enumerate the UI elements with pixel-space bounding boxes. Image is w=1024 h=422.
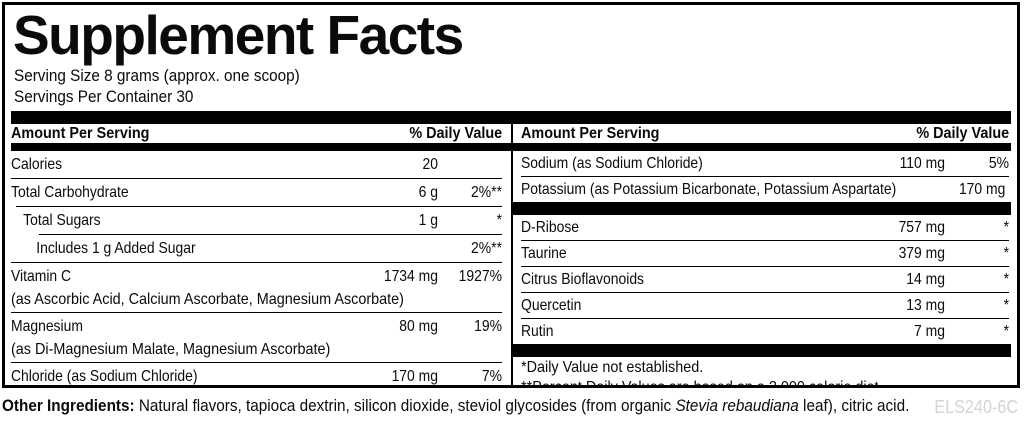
nutrient-amount: 13 mg: [906, 296, 945, 314]
table-row-sodium: Sodium (as Sodium Chloride) 110 mg 5%: [513, 151, 1017, 176]
footnote-daily-value: *Daily Value not established.: [521, 359, 704, 376]
row-separator: [11, 362, 502, 363]
divider-bar-top: [11, 111, 1011, 124]
nutrient-daily-value: *: [1003, 296, 1009, 314]
nutrient-daily-value: 2%**: [471, 183, 502, 201]
row-separator: [11, 178, 502, 179]
divider-bar-under-header: [11, 143, 1011, 151]
row-separator: [39, 234, 502, 235]
row-separator: [16, 206, 502, 207]
nutrient-name: Chloride (as Sodium Chloride): [11, 367, 198, 385]
other-ingredients: Other Ingredients: Natural flavors, tapi…: [2, 395, 1022, 417]
nutrient-daily-value: 5%: [988, 154, 1009, 172]
nutrient-daily-value: *: [496, 211, 502, 229]
row-separator: [521, 266, 1009, 267]
nutrient-amount: 80 mg: [399, 317, 438, 335]
amount-per-serving-header: Amount Per Serving: [11, 124, 150, 142]
column-header-right: Amount Per Serving % Daily Value: [511, 124, 1017, 143]
nutrient-amount: 1 g: [418, 211, 438, 229]
nutrient-source-note: (as Ascorbic Acid, Calcium Ascorbate, Ma…: [11, 291, 404, 308]
nutrient-source-note: (as Di-Magnesium Malate, Magnesium Ascor…: [11, 341, 331, 358]
serving-size-text: Serving Size 8 grams (approx. one scoop): [14, 66, 300, 85]
nutrient-daily-value: 7%: [481, 367, 502, 385]
daily-value-header: % Daily Value: [409, 124, 502, 142]
serving-size: Serving Size 8 grams (approx. one scoop): [14, 65, 1017, 86]
nutrient-name: Rutin: [521, 322, 554, 340]
left-column: Calories 20 Total Carbohydrate 6 g 2%** …: [5, 151, 511, 385]
other-ingredients-text-end: leaf), citric acid.: [798, 396, 910, 415]
nutrient-daily-value: *: [1003, 322, 1009, 340]
table-row-added-sugar: Includes 1 g Added Sugar 2%**: [5, 235, 511, 262]
servings-per-container: Servings Per Container 30: [14, 86, 1017, 107]
row-separator: [521, 292, 1009, 293]
nutrient-name: Calories: [11, 155, 63, 173]
nutrient-daily-value: *: [1003, 270, 1009, 288]
nutrient-daily-value: *: [1003, 218, 1009, 236]
nutrient-name: Total Sugars: [23, 211, 101, 229]
amount-per-serving-header: Amount Per Serving: [521, 124, 660, 142]
nutrient-name: Total Carbohydrate: [11, 183, 129, 201]
row-separator: [521, 176, 1009, 177]
nutrient-amount: 7 mg: [914, 322, 945, 340]
footnote-percent-daily-values: **Percent Daily Values are based on a 2,…: [521, 379, 883, 388]
other-ingredients-label: Other Ingredients:: [2, 396, 135, 415]
nutrient-amount: 170 mg: [391, 367, 438, 385]
table-row-chloride: Chloride (as Sodium Chloride) 170 mg 7%: [5, 363, 511, 385]
nutrient-daily-value: 1927%: [458, 267, 502, 285]
row-separator: [11, 262, 502, 263]
nutrient-amount: 757 mg: [898, 218, 945, 236]
nutrient-daily-value: 2%**: [471, 239, 502, 257]
table-row-vitamin-c: Vitamin C 1734 mg 1927%: [5, 263, 511, 290]
table-row-calories: Calories 20: [5, 151, 511, 178]
other-ingredients-italic: Stevia rebaudiana: [675, 396, 799, 415]
page-title: Supplement Facts: [13, 4, 464, 66]
nutrient-amount: 1734 mg: [383, 267, 438, 285]
daily-value-header: % Daily Value: [916, 124, 1009, 142]
divider-bar-mid: [513, 202, 1011, 215]
table-row-total-carbohydrate: Total Carbohydrate 6 g 2%**: [5, 179, 511, 206]
nutrient-amount: 14 mg: [906, 270, 945, 288]
nutrient-name: Vitamin C: [11, 267, 72, 285]
table-row-d-ribose: D-Ribose 757 mg *: [513, 215, 1017, 240]
row-separator: [521, 318, 1009, 319]
nutrient-name: Magnesium: [11, 317, 83, 335]
table-row-taurine: Taurine 379 mg *: [513, 241, 1017, 266]
column-header-left: Amount Per Serving % Daily Value: [5, 124, 511, 143]
nutrient-name: Sodium (as Sodium Chloride): [521, 154, 703, 172]
nutrient-name: Taurine: [521, 244, 567, 262]
table-row-total-sugars: Total Sugars 1 g *: [5, 207, 511, 234]
column-headers: Amount Per Serving % Daily Value Amount …: [5, 124, 1017, 143]
table-row-rutin: Rutin 7 mg *: [513, 319, 1017, 344]
servings-per-container-text: Servings Per Container 30: [14, 87, 194, 106]
nutrient-amount: 379 mg: [898, 244, 945, 262]
nutrient-amount: 110 mg: [899, 154, 945, 172]
table-row-potassium: Potassium (as Potassium Bicarbonate, Pot…: [513, 177, 1017, 202]
nutrient-name: Includes 1 g Added Sugar: [36, 239, 196, 257]
row-separator: [521, 240, 1009, 241]
nutrient-daily-value: 19%: [474, 317, 502, 335]
table-row-quercetin: Quercetin 13 mg *: [513, 293, 1017, 318]
divider-bar-bottom: [513, 344, 1011, 357]
table-row-magnesium: Magnesium 80 mg 19%: [5, 313, 511, 340]
nutrient-name: Citrus Bioflavonoids: [521, 270, 645, 288]
product-code: ELS240-6C: [934, 397, 1018, 417]
nutrient-amount: 170 mg: [959, 180, 1006, 198]
row-separator: [11, 312, 502, 313]
right-column: Sodium (as Sodium Chloride) 110 mg 5% Po…: [511, 151, 1017, 388]
nutrient-amount: 6 g: [418, 183, 438, 201]
nutrient-name: Potassium (as Potassium Bicarbonate, Pot…: [521, 180, 897, 198]
supplement-facts-panel: Supplement Facts Serving Size 8 grams (a…: [2, 2, 1020, 388]
nutrient-name: D-Ribose: [521, 218, 580, 236]
nutrition-columns: Calories 20 Total Carbohydrate 6 g 2%** …: [5, 151, 1017, 388]
nutrient-daily-value: *: [1003, 244, 1009, 262]
other-ingredients-text: Natural flavors, tapioca dextrin, silico…: [134, 396, 676, 415]
nutrient-name: Quercetin: [521, 296, 582, 314]
table-row-citrus-bioflavonoids: Citrus Bioflavonoids 14 mg *: [513, 267, 1017, 292]
nutrient-amount: 20: [422, 155, 438, 173]
